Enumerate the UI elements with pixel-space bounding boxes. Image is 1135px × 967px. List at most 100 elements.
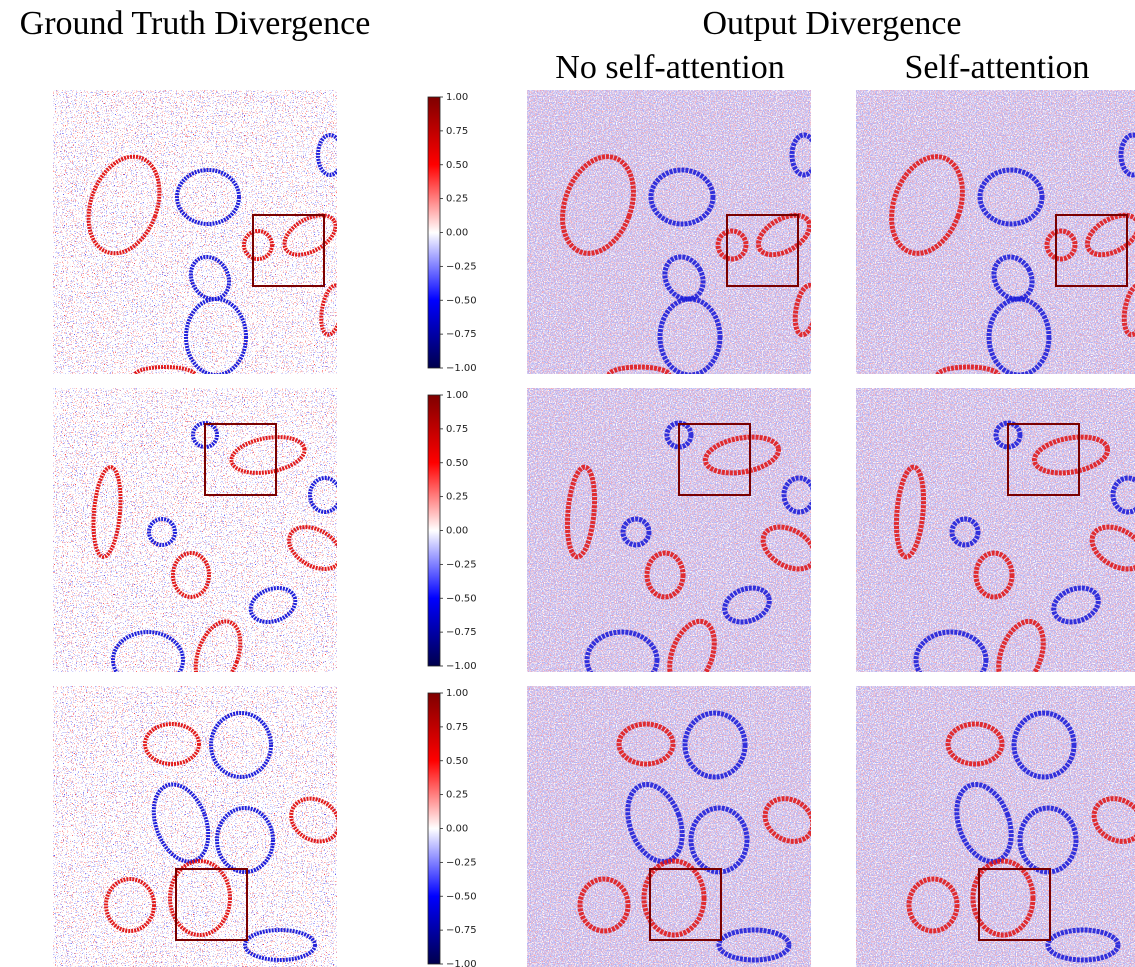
ring — [1084, 212, 1135, 258]
ring — [308, 476, 337, 514]
noise-texture — [856, 686, 1135, 967]
ring — [648, 167, 716, 227]
noise-texture — [53, 90, 337, 374]
ring — [945, 721, 1005, 767]
panels: 1.00 0.75 0.50 0.25 0.00 −0.25 −0.50 −0.75 −1.00… — [53, 90, 1135, 967]
ring — [171, 551, 211, 599]
ring — [667, 618, 717, 672]
ring — [282, 213, 337, 257]
ring — [1118, 132, 1135, 178]
noise-texture — [527, 90, 811, 374]
colorbar-tick-label: −0.75 — [446, 627, 477, 638]
colorbar-tick-label: −0.25 — [446, 857, 477, 868]
ring — [935, 364, 1001, 374]
ring — [889, 154, 965, 256]
ring — [973, 550, 1015, 600]
column-title: Ground Truth Divergence — [20, 5, 371, 42]
image-panel — [53, 686, 337, 967]
ring — [977, 167, 1045, 227]
colorbar — [427, 692, 441, 965]
ring — [111, 630, 185, 672]
image-panel — [527, 90, 811, 374]
noise-texture — [527, 686, 811, 967]
colorbar-tick-label: −1.00 — [446, 661, 477, 672]
ring — [606, 364, 672, 374]
colorbar-tick-label: −0.50 — [446, 593, 477, 604]
ring — [188, 254, 232, 302]
ring — [1051, 585, 1101, 625]
group-title: Output Divergence — [702, 5, 961, 42]
highlight-box — [204, 423, 277, 496]
ring — [644, 550, 686, 600]
image-panel — [856, 686, 1135, 967]
image-panel — [53, 388, 337, 672]
ring — [991, 254, 1035, 302]
ring — [168, 859, 232, 937]
ring — [755, 212, 811, 258]
ring — [906, 876, 960, 934]
highlight-box — [175, 868, 248, 941]
ring — [715, 228, 749, 262]
ring — [716, 927, 792, 963]
ring — [229, 435, 307, 475]
colorbar-tick-label: 1.00 — [446, 390, 468, 401]
highlight-box — [978, 868, 1051, 941]
colorbar — [427, 96, 441, 369]
ring — [215, 806, 275, 874]
colorbar-tick-label: 0.50 — [446, 756, 468, 767]
ring — [319, 283, 337, 337]
ring — [1091, 796, 1135, 844]
colorbar-tick-label: 0.00 — [446, 824, 468, 835]
colorbar — [427, 394, 441, 667]
ring — [147, 517, 177, 547]
ring — [1044, 228, 1078, 262]
colorbar-tick-label: 0.75 — [446, 424, 468, 435]
colorbar-tick-label: 0.75 — [446, 126, 468, 137]
ring — [722, 585, 772, 625]
image-panel — [856, 90, 1135, 374]
ring — [913, 629, 989, 672]
colorbar-tick-label: 0.75 — [446, 722, 468, 733]
ring — [242, 229, 274, 261]
ring — [104, 877, 156, 933]
column-title: No self-attention — [555, 49, 784, 86]
colorbar-tick-label: 0.25 — [446, 194, 468, 205]
ring — [175, 168, 241, 226]
ring — [143, 722, 201, 766]
ring — [91, 465, 123, 559]
ring — [184, 297, 248, 374]
highlight-box — [252, 214, 325, 287]
ring — [86, 154, 162, 256]
ring — [1031, 434, 1111, 476]
colorbar-tick-label: −1.00 — [446, 959, 477, 967]
colorbar-tick-label: −0.50 — [446, 891, 477, 902]
ring — [789, 132, 811, 178]
ring — [243, 928, 317, 962]
colorbar-tick-label: 0.50 — [446, 160, 468, 171]
colorbar-tick-label: 0.25 — [446, 790, 468, 801]
colorbar-tick-label: −0.50 — [446, 295, 477, 306]
colorbar-tick-label: 0.00 — [446, 526, 468, 537]
ring — [616, 721, 676, 767]
column-title: Self-attention — [904, 49, 1089, 86]
colorbar-tick-label: 0.00 — [446, 228, 468, 239]
ring — [970, 858, 1036, 938]
ring — [641, 858, 707, 938]
noise-texture — [53, 686, 337, 967]
ring — [287, 525, 337, 571]
noise-texture — [856, 90, 1135, 374]
highlight-box — [726, 214, 799, 287]
ring — [781, 475, 811, 515]
ring — [702, 434, 782, 476]
image-panel — [53, 90, 337, 374]
ring — [682, 710, 748, 780]
ring — [577, 876, 631, 934]
ring — [193, 619, 243, 672]
colorbar-tick-label: −1.00 — [446, 363, 477, 374]
ring — [209, 711, 273, 779]
ring — [289, 796, 337, 844]
highlight-box — [1007, 423, 1080, 496]
ring — [760, 524, 811, 572]
